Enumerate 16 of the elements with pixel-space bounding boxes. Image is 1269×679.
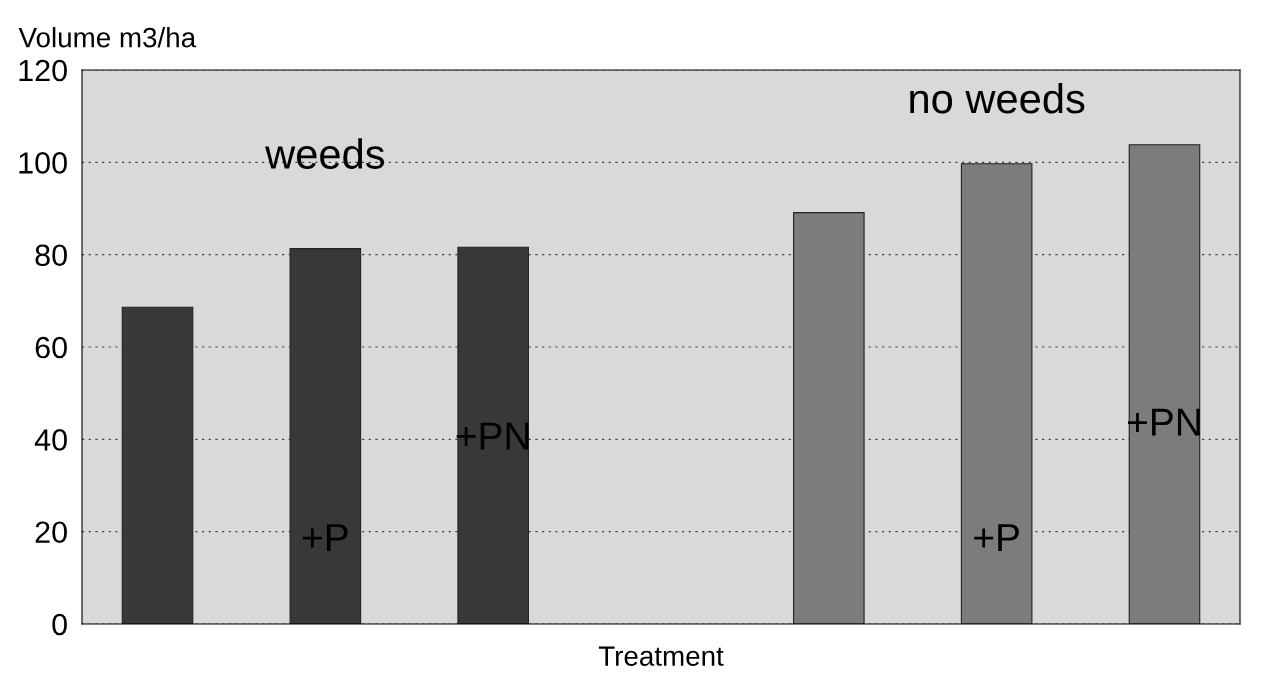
bar [1128, 144, 1201, 624]
annotation: no weeds [910, 82, 1085, 114]
bar [960, 163, 1033, 624]
bar [793, 212, 865, 624]
y-tick-label: 120 [19, 59, 67, 82]
y-tick-label: 100 [19, 152, 67, 174]
y-tick-label: 60 [35, 336, 67, 359]
annotation: +P [302, 524, 348, 551]
y-tick-label: 0 [52, 613, 67, 636]
y-tick-label: 20 [35, 521, 67, 544]
y-tick-label: 40 [34, 429, 67, 451]
annotation: +P [974, 524, 1019, 551]
x-axis-title: Treatment [598, 646, 724, 666]
y-tick-label: 80 [35, 244, 67, 267]
annotation: weeds [265, 138, 385, 169]
y-axis-title: Volume m3/ha [18, 27, 197, 48]
